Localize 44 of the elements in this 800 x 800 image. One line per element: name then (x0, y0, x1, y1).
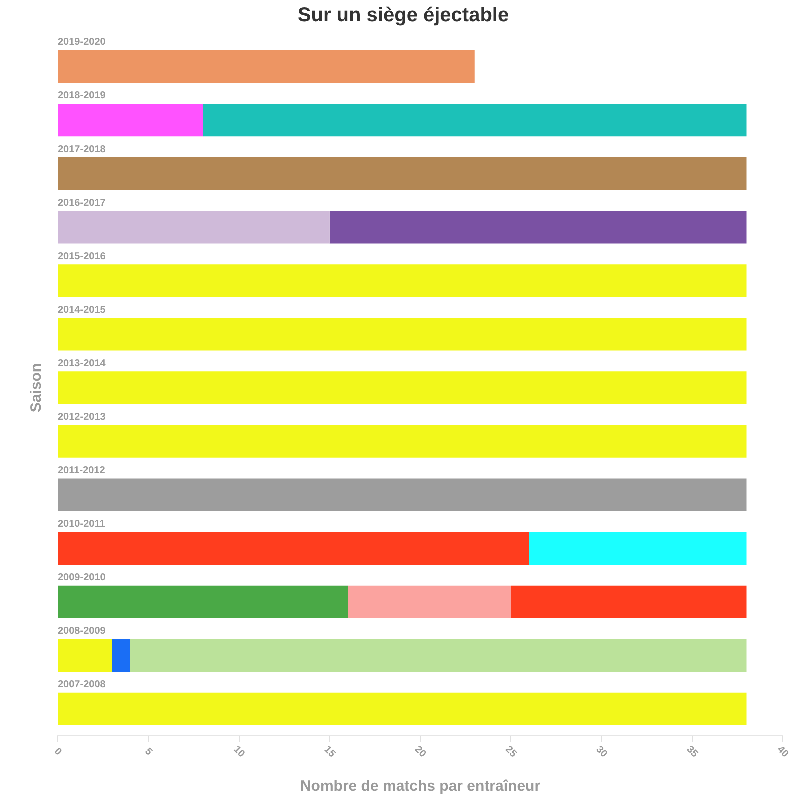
bar (130, 639, 747, 672)
y-tick-label: 2011-2012 (58, 466, 106, 476)
y-tick-label: 2007-2008 (58, 680, 106, 691)
y-tick-label: 2017-2018 (58, 144, 106, 156)
bar (511, 586, 747, 618)
y-tick-label: 2009-2010 (58, 572, 106, 584)
bar (58, 586, 348, 618)
x-tick-label: 10 (231, 744, 248, 760)
x-tick-label: 35 (684, 744, 700, 760)
x-tick-label: 5 (142, 746, 155, 758)
y-tick-label: 2010-2011 (58, 519, 106, 530)
chart-title: Sur un siège éjectable (298, 4, 510, 27)
bar (58, 318, 747, 351)
y-tick-label: 2019-2020 (58, 37, 106, 48)
y-tick-label: 2016-2017 (58, 198, 106, 209)
x-tick-label: 40 (775, 744, 791, 760)
bar (58, 104, 203, 137)
y-tick-label: 2015-2016 (58, 251, 106, 262)
bar (58, 372, 747, 404)
bar (58, 478, 747, 512)
y-tick-label: 2013-2014 (58, 358, 106, 370)
bar (529, 532, 747, 565)
bar (58, 158, 747, 190)
bar (348, 586, 512, 618)
bar (58, 425, 747, 458)
bar (58, 692, 747, 726)
y-tick-label: 2018-2019 (58, 90, 106, 102)
x-tick-label: 20 (412, 744, 428, 760)
y-tick-label: 2012-2013 (58, 412, 106, 423)
x-axis-title: Nombre de matchs par entraîneur (300, 778, 541, 796)
x-tick-label: 0 (52, 746, 64, 758)
bar (58, 264, 747, 298)
x-tick-label: 15 (322, 744, 338, 760)
bar (330, 211, 747, 244)
x-tick-label: 30 (594, 744, 610, 760)
bar (112, 639, 130, 672)
bar (58, 211, 330, 244)
y-tick-label: 2008-2009 (58, 626, 106, 638)
x-tick-label: 25 (503, 744, 520, 760)
y-tick-label: 2014-2015 (58, 304, 106, 316)
bar (58, 639, 112, 672)
bar (203, 104, 747, 137)
bar (58, 50, 475, 84)
y-axis-title: Saison (28, 363, 46, 413)
